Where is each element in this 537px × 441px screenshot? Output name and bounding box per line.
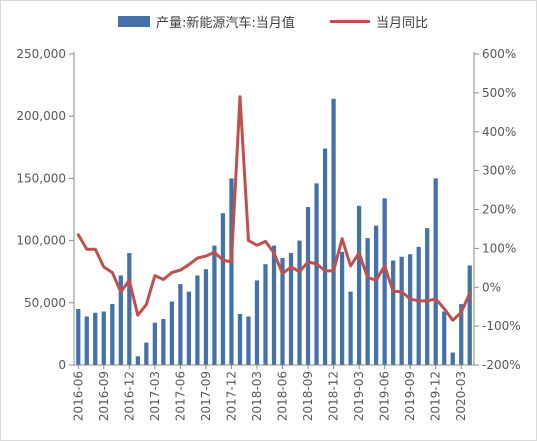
bar-2018-02 <box>246 316 251 365</box>
bar-2019-01 <box>339 251 345 365</box>
right-axis-tick-label: 100% <box>482 241 516 255</box>
bar-2019-04 <box>365 238 370 365</box>
right-axis-tick-label: -200% <box>482 358 521 372</box>
x-axis-tick-label: 2017-03 <box>148 371 162 421</box>
right-axis-tick-label: -100% <box>482 319 521 333</box>
right-axis-tick-label: 0% <box>482 280 501 294</box>
x-axis-tick-label: 2018-09 <box>301 371 315 421</box>
bar-2019-03 <box>356 205 362 365</box>
legend-bar-swatch <box>118 16 150 27</box>
bar-2016-07 <box>84 316 89 365</box>
right-axis: -200% -100% 0% 100% 200% 300% 400% 500% 600% <box>474 47 521 372</box>
bar-2018-04 <box>263 264 268 365</box>
left-axis-tick-label: 50,000 <box>24 296 66 310</box>
x-axis-tick-label: 2019-06 <box>378 371 392 421</box>
bar-2016-10 <box>110 304 115 365</box>
bar-2020-01 <box>442 311 447 365</box>
x-axis-tick-label: 2019-12 <box>429 371 443 421</box>
bar-2019-02 <box>348 291 353 365</box>
bar-2017-02 <box>144 342 149 365</box>
bar-2019-12 <box>433 178 438 365</box>
x-axis-tick-label: 2017-06 <box>173 371 187 421</box>
x-axis-tick-label: 2019-03 <box>352 371 366 421</box>
bar-2019-11 <box>425 228 430 365</box>
x-axis: 2016-06 2016-09 2016-12 2017-03 2017-06 2017-… <box>71 365 468 421</box>
legend-line-label: 当月同比 <box>376 16 428 31</box>
bar-2017-12 <box>229 178 234 365</box>
bar-2019-06 <box>382 198 387 365</box>
right-axis-tick-label: 500% <box>482 86 516 100</box>
bar-2018-07 <box>288 253 294 365</box>
left-axis-tick-label: 200,000 <box>16 109 66 123</box>
x-axis-tick-label: 2017-12 <box>224 371 238 421</box>
right-axis-tick-label: 400% <box>482 125 516 139</box>
right-axis-tick-label: 600% <box>482 47 516 61</box>
bar-2018-05 <box>271 245 277 365</box>
bar-2016-09 <box>101 311 106 365</box>
x-axis-tick-label: 2016-12 <box>122 371 136 421</box>
left-axis-tick-label: 0 <box>58 358 66 372</box>
axes <box>73 52 475 366</box>
x-axis-tick-label: 2020-03 <box>454 371 468 421</box>
bar-2018-08 <box>297 240 302 365</box>
bar-2017-04 <box>161 318 166 365</box>
bar-2019-08 <box>399 256 404 365</box>
bar-2017-01 <box>135 356 140 365</box>
x-axis-tick-label: 2016-06 <box>71 371 85 421</box>
legend-bar-label: 产量:新能源汽车:当月值 <box>156 15 295 31</box>
bar-2017-07 <box>186 291 192 365</box>
bar-series <box>76 98 472 365</box>
x-axis-tick-label: 2016-09 <box>97 371 111 421</box>
bar-2018-06 <box>280 258 285 365</box>
legend: 产量:新能源汽车:当月值 当月同比 <box>118 15 428 31</box>
bar-2018-10 <box>314 183 319 365</box>
x-axis-tick-label: 2019-09 <box>403 371 417 421</box>
bar-2020-04 <box>467 265 472 365</box>
bar-2018-12 <box>331 98 336 365</box>
bar-2020-02 <box>450 352 455 365</box>
x-axis-tick-label: 2018-03 <box>250 371 264 421</box>
bar-2016-11 <box>118 275 123 365</box>
bar-2016-12 <box>127 253 132 365</box>
right-axis-tick-label: 200% <box>482 203 516 217</box>
bar-2017-11 <box>220 213 226 365</box>
bar-2018-09 <box>305 207 311 365</box>
bar-2016-08 <box>93 312 98 365</box>
line-series <box>76 95 472 322</box>
bar-2017-05 <box>169 301 174 365</box>
left-axis: 0 50,000 100,000 150,000 200,000 250,000 <box>16 47 74 372</box>
bar-2019-10 <box>416 246 421 365</box>
left-axis-tick-label: 100,000 <box>16 234 66 248</box>
bar-2019-07 <box>391 260 396 365</box>
bar-2018-03 <box>254 280 260 365</box>
left-axis-tick-label: 150,000 <box>16 171 66 185</box>
bar-2018-01 <box>237 313 243 365</box>
bar-2016-06 <box>76 309 81 365</box>
x-axis-tick-label: 2018-12 <box>327 371 341 421</box>
left-axis-tick-label: 250,000 <box>16 47 66 61</box>
bar-2019-09 <box>408 254 413 365</box>
bar-2017-03 <box>152 322 157 365</box>
bar-2017-08 <box>195 275 200 365</box>
x-axis-tick-label: 2017-09 <box>199 371 213 421</box>
bar-2017-09 <box>203 269 209 365</box>
right-axis-tick-label: 300% <box>482 164 516 178</box>
bar-2019-05 <box>374 225 379 365</box>
bar-2017-06 <box>178 284 183 365</box>
bar-2017-10 <box>212 245 217 365</box>
bar-2020-03 <box>459 304 464 365</box>
x-axis-tick-label: 2018-06 <box>276 371 290 421</box>
yoy-line <box>76 95 472 322</box>
bar-2018-11 <box>322 148 328 365</box>
